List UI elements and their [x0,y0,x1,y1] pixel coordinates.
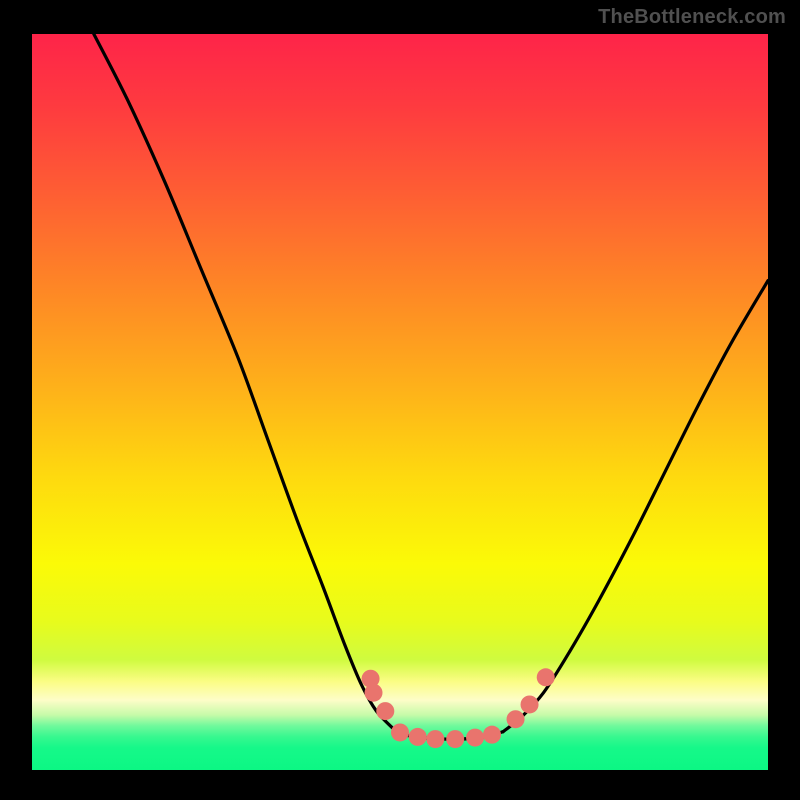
marker-dot [537,668,555,686]
marker-dot [521,695,539,713]
marker-dot [409,728,427,746]
marker-dot [426,730,444,748]
marker-dot [446,730,464,748]
marker-dot [365,684,383,702]
curve-layer [32,34,768,770]
curve-right [503,281,768,732]
marker-group [362,668,555,748]
marker-dot [391,723,409,741]
marker-dot [466,729,484,747]
curve-left [94,34,394,730]
marker-dot [483,726,501,744]
plot-area [32,34,768,770]
marker-dot [376,702,394,720]
marker-dot [507,710,525,728]
watermark-text: TheBottleneck.com [598,6,786,29]
chart-frame: TheBottleneck.com [0,0,800,800]
